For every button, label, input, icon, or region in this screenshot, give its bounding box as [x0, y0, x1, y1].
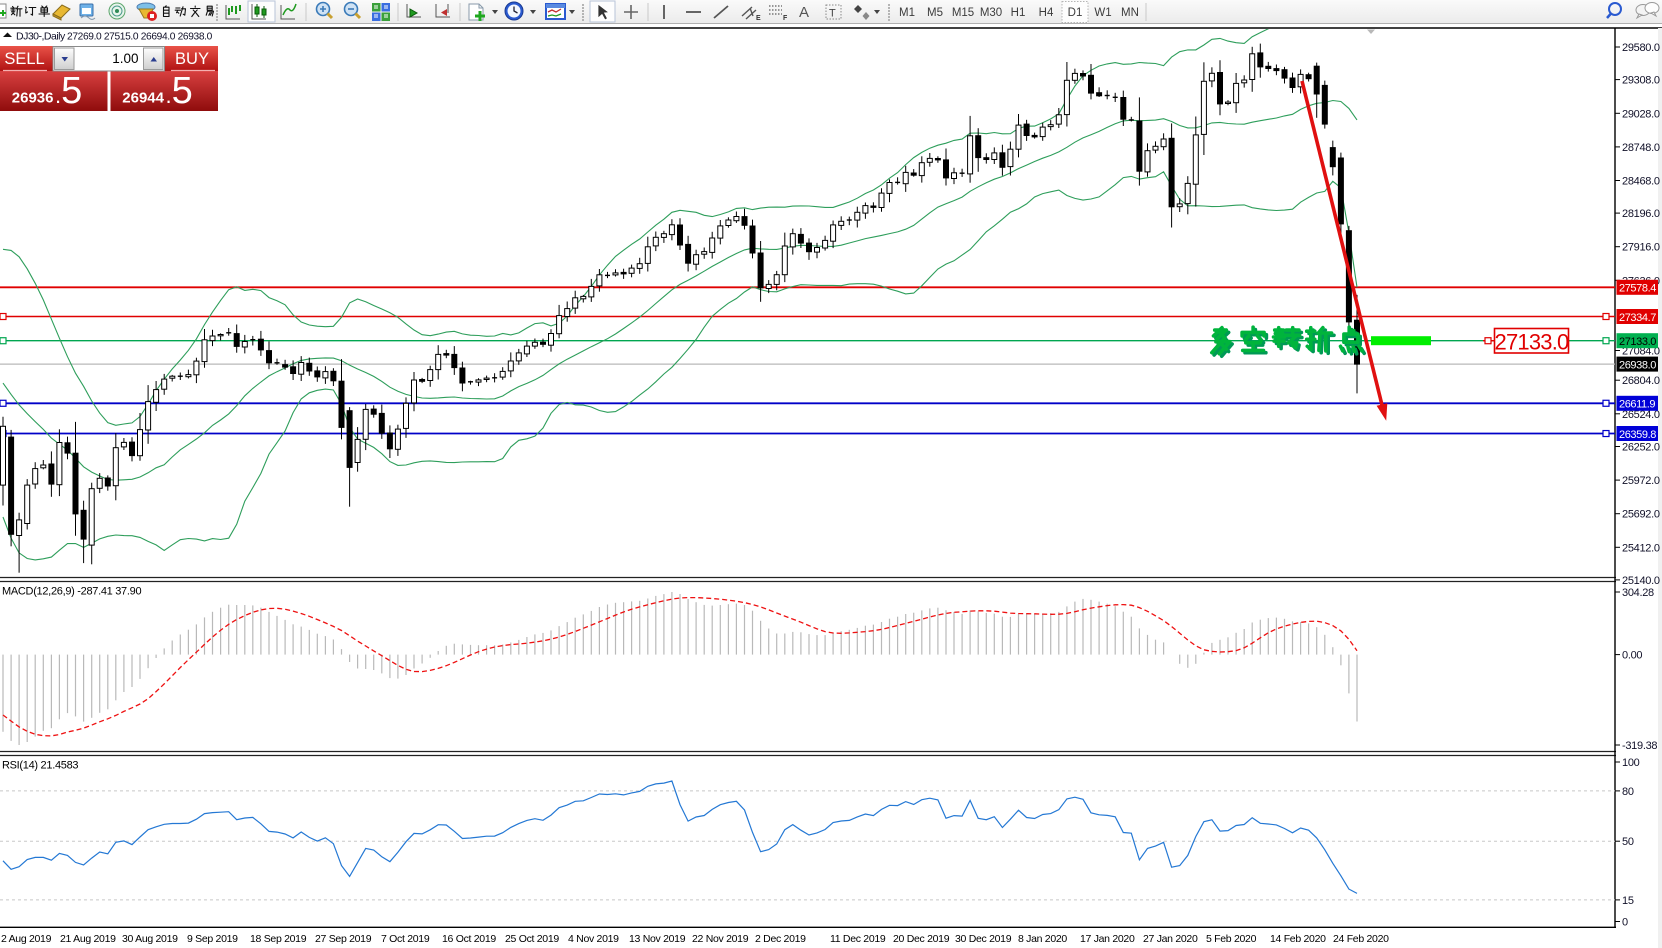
svg-text:E: E: [756, 15, 761, 22]
svg-text:27916.0: 27916.0: [1622, 242, 1660, 254]
svg-text:304.28: 304.28: [1622, 587, 1654, 599]
svg-text:100: 100: [1622, 757, 1640, 769]
svg-text:M15: M15: [952, 7, 974, 19]
svg-text:27269.0 27515.0 26694.0 26938.: 27269.0 27515.0 26694.0 26938.0: [67, 32, 213, 43]
svg-text:27133.0: 27133.0: [1495, 330, 1569, 355]
svg-text:2 Aug 2019: 2 Aug 2019: [1, 933, 52, 945]
svg-text:30 Aug 2019: 30 Aug 2019: [122, 933, 178, 945]
svg-text:26252.0: 26252.0: [1622, 442, 1660, 454]
svg-text:25140.0: 25140.0: [1622, 575, 1660, 587]
svg-text:SELL: SELL: [4, 50, 44, 68]
svg-text:.5: .5: [166, 70, 193, 112]
svg-text:H1: H1: [1011, 7, 1026, 19]
svg-text:25692.0: 25692.0: [1622, 509, 1660, 521]
svg-text:28196.0: 28196.0: [1622, 208, 1660, 220]
svg-text:27133.0: 27133.0: [1619, 336, 1656, 348]
svg-text:24 Feb 2020: 24 Feb 2020: [1333, 933, 1389, 945]
svg-text:4 Nov 2019: 4 Nov 2019: [568, 933, 619, 945]
svg-text:1.00: 1.00: [112, 51, 138, 66]
svg-text:21 Aug 2019: 21 Aug 2019: [60, 933, 116, 945]
svg-text:2 Dec 2019: 2 Dec 2019: [755, 933, 806, 945]
svg-text:25412.0: 25412.0: [1622, 542, 1660, 554]
svg-text:MACD(12,26,9) -287.41 37.90: MACD(12,26,9) -287.41 37.90: [2, 586, 141, 598]
svg-text:-319.38: -319.38: [1622, 740, 1657, 752]
svg-text:RSI(14) 21.4583: RSI(14) 21.4583: [2, 760, 78, 772]
svg-text:25972.0: 25972.0: [1622, 475, 1660, 487]
svg-text:26804.0: 26804.0: [1622, 375, 1660, 387]
svg-text:T: T: [829, 8, 836, 20]
svg-text:20 Dec 2019: 20 Dec 2019: [893, 933, 950, 945]
svg-text:15: 15: [1622, 895, 1634, 907]
svg-text:18 Sep 2019: 18 Sep 2019: [250, 933, 307, 945]
svg-text:26524.0: 26524.0: [1622, 409, 1660, 421]
svg-text:27084.0: 27084.0: [1622, 346, 1660, 358]
svg-text:A: A: [799, 4, 809, 21]
svg-text:29308.0: 29308.0: [1622, 75, 1660, 87]
svg-text:26936: 26936: [12, 90, 54, 107]
svg-text:50: 50: [1622, 836, 1634, 848]
svg-text:13 Nov 2019: 13 Nov 2019: [629, 933, 686, 945]
svg-text:28468.0: 28468.0: [1622, 176, 1660, 188]
svg-text:26611.9: 26611.9: [1619, 399, 1655, 411]
svg-text:MN: MN: [1121, 7, 1139, 19]
svg-text:27 Jan 2020: 27 Jan 2020: [1143, 933, 1198, 945]
svg-text:BUY: BUY: [175, 50, 209, 68]
svg-text:F: F: [783, 15, 788, 22]
svg-text:29028.0: 29028.0: [1622, 108, 1660, 120]
svg-text:M5: M5: [927, 7, 943, 19]
svg-text:DJ30-,Daily: DJ30-,Daily: [16, 31, 66, 43]
svg-text:0: 0: [1622, 917, 1628, 929]
svg-text:7 Oct 2019: 7 Oct 2019: [381, 933, 430, 945]
svg-text:26359.8: 26359.8: [1619, 429, 1656, 441]
svg-text:D1: D1: [1068, 7, 1083, 19]
svg-text:W1: W1: [1094, 7, 1111, 19]
svg-text:30 Dec 2019: 30 Dec 2019: [955, 933, 1012, 945]
svg-text:22 Nov 2019: 22 Nov 2019: [692, 933, 749, 945]
svg-text:5 Feb 2020: 5 Feb 2020: [1206, 933, 1257, 945]
svg-text:28748.0: 28748.0: [1622, 142, 1660, 154]
svg-text:27 Sep 2019: 27 Sep 2019: [315, 933, 372, 945]
svg-text:27578.4: 27578.4: [1619, 283, 1656, 295]
svg-text:11 Dec 2019: 11 Dec 2019: [830, 933, 886, 945]
svg-text:0.00: 0.00: [1622, 650, 1642, 662]
svg-text:14 Feb 2020: 14 Feb 2020: [1270, 933, 1326, 945]
svg-text:17 Jan 2020: 17 Jan 2020: [1080, 933, 1135, 945]
svg-text:25 Oct 2019: 25 Oct 2019: [505, 933, 559, 945]
svg-text:M30: M30: [980, 7, 1002, 19]
svg-text:.5: .5: [55, 70, 82, 112]
svg-text:26944: 26944: [122, 90, 164, 107]
svg-text:16 Oct 2019: 16 Oct 2019: [442, 933, 496, 945]
svg-text:29580.0: 29580.0: [1622, 42, 1660, 54]
svg-text:9 Sep 2019: 9 Sep 2019: [187, 933, 238, 945]
svg-text:26938.0: 26938.0: [1619, 359, 1656, 371]
svg-text:H4: H4: [1039, 7, 1054, 19]
svg-text:80: 80: [1622, 786, 1634, 798]
svg-text:27334.7: 27334.7: [1619, 312, 1656, 324]
svg-text:M1: M1: [899, 7, 915, 19]
svg-text:8 Jan 2020: 8 Jan 2020: [1018, 933, 1067, 945]
